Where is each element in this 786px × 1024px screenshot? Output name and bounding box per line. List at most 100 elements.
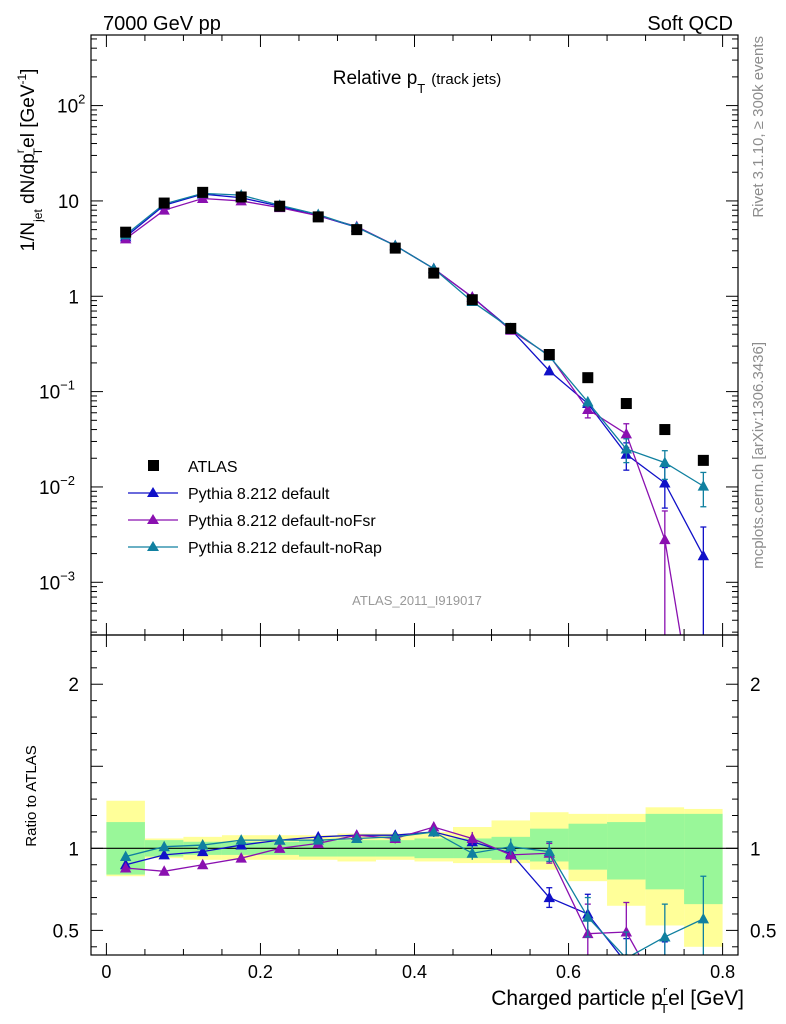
- ratio-marker-series-2: [466, 847, 478, 858]
- main-line-series-2: [125, 192, 704, 487]
- ratio-marker-series-2: [389, 830, 401, 842]
- legend-nofsr-label: Pythia 8.212 default-noFsr: [188, 513, 376, 530]
- ratio-y-tick-label-right: 0.5: [750, 921, 776, 942]
- ratio-marker-series-1: [119, 862, 132, 873]
- ratio-marker-series-1: [196, 858, 209, 870]
- main-y-tick-label: 10: [58, 192, 79, 213]
- ratio-marker-series-1: [274, 842, 286, 853]
- main-marker-series-0: [697, 549, 710, 561]
- main-y-tick-label: 10−2: [39, 473, 75, 499]
- analysis-id: ATLAS_2011_I919017: [352, 593, 482, 608]
- ratio-marker-series-0: [543, 891, 555, 903]
- main-marker-series-2: [697, 480, 710, 491]
- ratio-y-tick-label-left: 2: [68, 675, 79, 696]
- x-tick-label: 0.6: [556, 962, 581, 982]
- atlas-data-point: [466, 294, 478, 306]
- ratio-marker-series-2: [543, 845, 555, 857]
- atlas-data-point: [158, 197, 170, 209]
- mcplots-text: mcplots.cern.ch [arXiv:1306.3436]: [750, 342, 767, 569]
- header-left: 7000 GeV pp: [103, 13, 221, 35]
- main-series-layer: [119, 186, 710, 778]
- atlas-data-point: [582, 372, 594, 384]
- ratio-marker-series-2: [582, 911, 594, 922]
- legend-default-label: Pythia 8.212 default: [188, 486, 330, 503]
- ratio-y-axis-label: Ratio to ATLAS: [23, 745, 40, 846]
- legend-atlas-label: ATLAS: [188, 459, 238, 476]
- main-marker-series-2: [620, 443, 633, 454]
- atlas-data-point: [274, 200, 286, 212]
- axis-tick-labels: 0 0.2 0.4 0.6 0.8 102 10 1 10−1 10−2 10−3 2 2 1 1 0.5 0.…: [39, 92, 776, 982]
- ratio-marker-series-0: [621, 957, 632, 968]
- ratio-marker-series-2: [659, 930, 671, 942]
- ratio-band-inner: [568, 823, 608, 870]
- ratio-marker-series-2: [196, 839, 209, 850]
- ratio-marker-series-0: [659, 960, 670, 971]
- main-y-tick-label: 102: [57, 92, 85, 118]
- ratio-band-inner: [645, 813, 685, 890]
- ratio-y-tick-label-right: 1: [750, 839, 761, 860]
- x-tick-label: 0.4: [402, 962, 427, 982]
- plot-title: Relative pT(track jets): [333, 68, 501, 96]
- main-marker-series-0: [659, 477, 671, 488]
- ratio-marker-series-2: [235, 834, 247, 845]
- atlas-data-point: [235, 191, 247, 203]
- ratio-marker-series-1: [158, 865, 170, 876]
- atlas-data-point: [505, 322, 517, 334]
- ratio-band-inner: [607, 822, 646, 880]
- legend: ATLAS Pythia 8.212 default Pythia 8.212 …: [128, 459, 382, 557]
- main-marker-series-2: [582, 395, 594, 407]
- atlas-data-point: [351, 224, 363, 236]
- main-marker-series-1: [698, 767, 709, 778]
- atlas-data-point: [120, 226, 132, 238]
- rivet-version-text: Rivet 3.1.10, ≥ 300k events: [750, 36, 767, 218]
- ratio-uncertainty-bands: [106, 800, 723, 947]
- ratio-y-tick-label-left: 0.5: [53, 921, 79, 942]
- legend-norap-label: Pythia 8.212 default-noRap: [188, 540, 382, 557]
- ratio-marker-series-2: [119, 850, 132, 862]
- ratio-marker-series-2: [505, 840, 517, 852]
- x-axis-label: Charged particle pr Tel [GeV]: [491, 983, 744, 1016]
- ratio-marker-series-0: [158, 848, 170, 860]
- main-marker-series-0: [543, 364, 555, 376]
- atlas-data-point: [659, 424, 671, 436]
- header-right: Soft QCD: [647, 13, 733, 35]
- ratio-series-layer: [119, 821, 710, 971]
- ratio-marker-series-2: [274, 834, 286, 845]
- atlas-data-point: [389, 242, 401, 254]
- main-marker-series-1: [582, 403, 594, 414]
- ratio-marker-series-2: [428, 825, 440, 837]
- main-y-tick-label: 1: [68, 287, 79, 308]
- ratio-marker-series-2: [351, 832, 363, 843]
- ratio-y-tick-label-left: 1: [68, 839, 79, 860]
- x-tick-label: 0.2: [248, 962, 273, 982]
- atlas-data-point: [312, 211, 324, 223]
- ratio-y-tick-label-right: 2: [750, 675, 761, 696]
- ratio-line-series-1: [125, 826, 640, 955]
- ratio-marker-series-2: [624, 952, 628, 955]
- main-y-axis-label: 1/Njet dN/dpr Tel [GeV-1]: [13, 69, 45, 252]
- legend-nofsr-marker: [147, 514, 159, 524]
- main-y-tick-label: 10−3: [39, 568, 75, 594]
- ratio-marker-series-2: [312, 834, 324, 845]
- legend-default-marker: [147, 487, 159, 497]
- main-marker-series-2: [659, 456, 671, 468]
- atlas-data-point: [620, 398, 632, 410]
- ratio-marker-series-2: [697, 912, 710, 924]
- axis-ticks: [91, 35, 738, 955]
- atlas-data-point: [543, 349, 555, 361]
- ratio-marker-series-0: [196, 845, 209, 857]
- atlas-data-point: [697, 454, 709, 466]
- ratio-panel-frame: [90, 634, 739, 956]
- ratio-marker-series-1: [620, 926, 633, 937]
- main-marker-series-1: [158, 204, 170, 215]
- ratio-marker-series-1: [466, 832, 478, 843]
- legend-atlas-marker: [148, 460, 159, 471]
- ratio-marker-series-1: [235, 852, 247, 863]
- legend-norap-marker: [147, 541, 159, 551]
- main-marker-series-1: [620, 427, 633, 439]
- x-tick-label: 0.8: [710, 962, 735, 982]
- atlas-data-point: [428, 267, 440, 279]
- atlas-data-point: [197, 186, 209, 198]
- main-y-tick-label: 10−1: [39, 378, 75, 404]
